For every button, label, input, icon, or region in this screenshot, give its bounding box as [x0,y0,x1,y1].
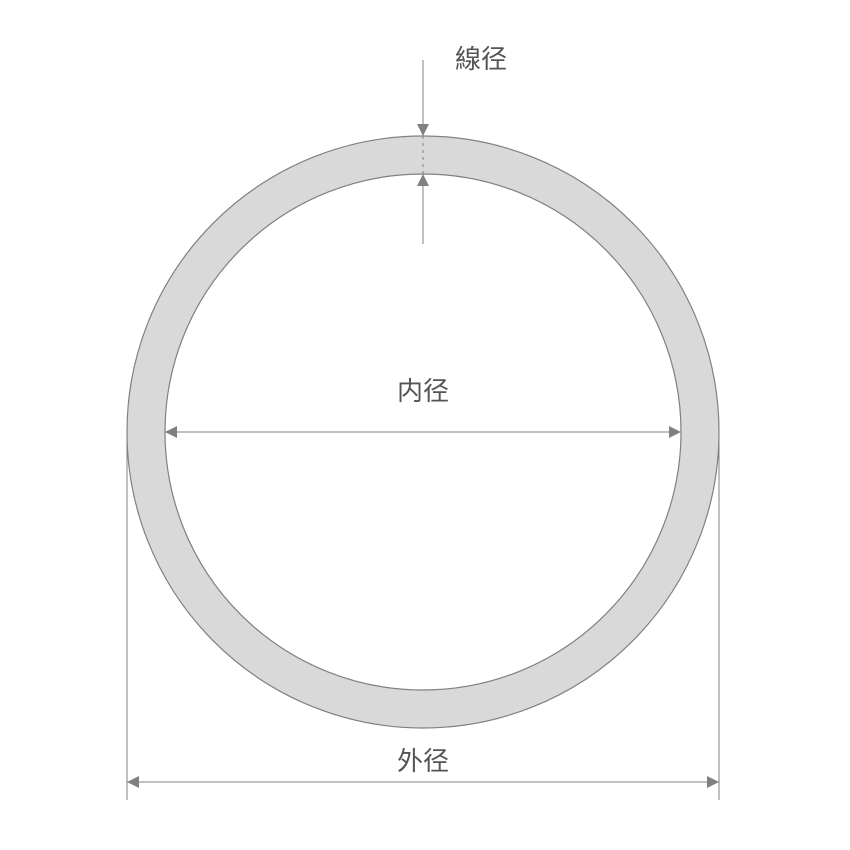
outer-diameter-label: 外径 [397,746,449,776]
inner-diameter-label: 内径 [397,376,449,406]
wire-diameter-label: 線径 [455,44,507,74]
